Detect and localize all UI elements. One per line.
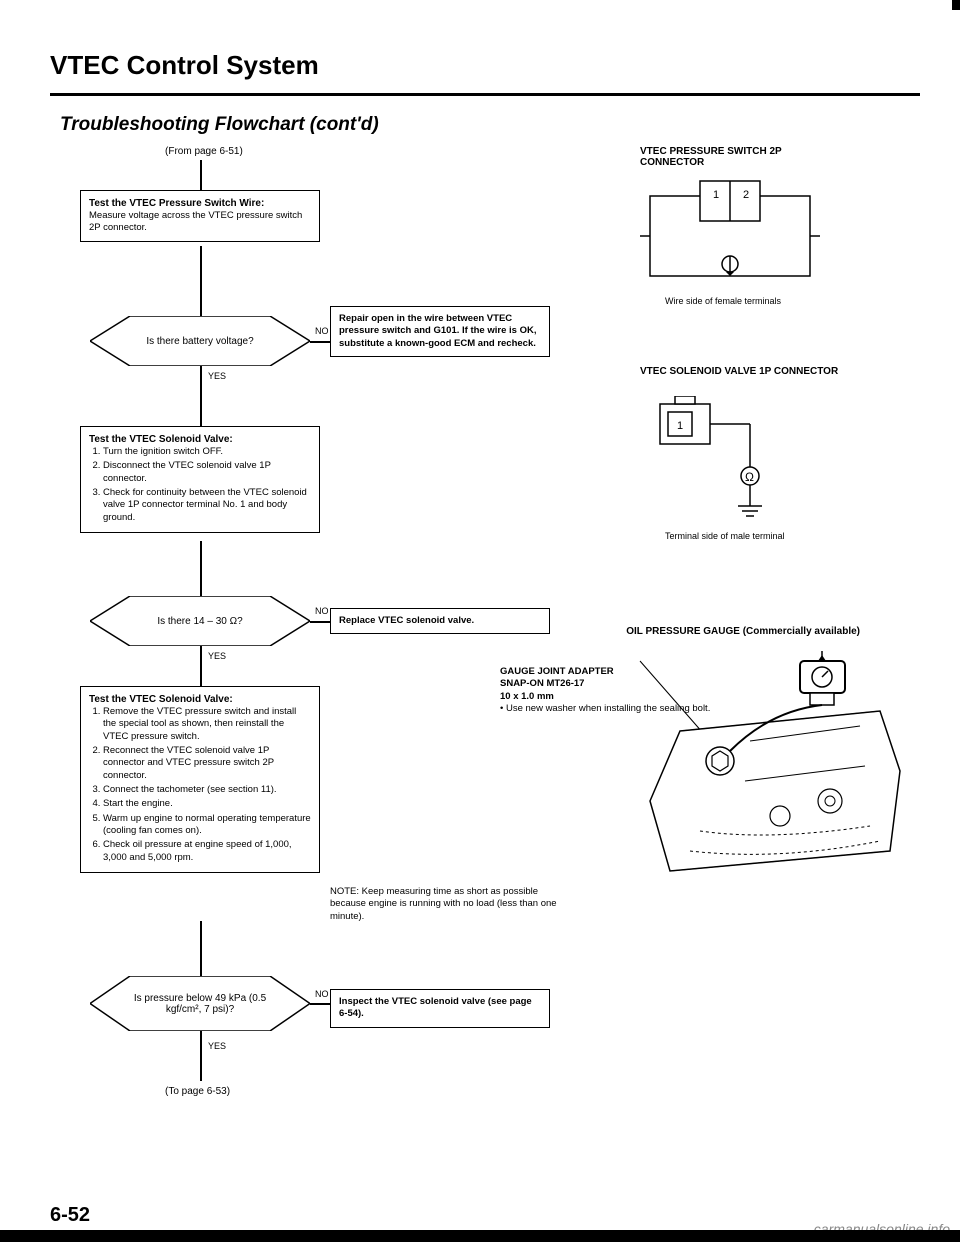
resistance-decision: Is there 14 – 30 Ω? <box>90 596 310 646</box>
connector-2p-label: Wire side of female terminals <box>665 296 805 306</box>
repair-open-box: Repair open in the wire between VTEC pre… <box>330 306 550 357</box>
list-item: Connect the tachometer (see section 11). <box>103 784 311 796</box>
connector-line <box>200 366 202 426</box>
connector-2p-title: VTEC PRESSURE SWITCH 2P CONNECTOR <box>640 146 840 168</box>
no-label: NO <box>315 989 329 999</box>
box-title: Test the VTEC Solenoid Valve: <box>89 693 311 706</box>
pressure-decision: Is pressure below 49 kPa (0.5 kgf/cm², 7… <box>90 976 310 1031</box>
yes-label: YES <box>208 1041 226 1051</box>
engine-illustration <box>570 651 910 881</box>
svg-text:Ω: Ω <box>745 470 754 484</box>
no-label: NO <box>315 606 329 616</box>
connector-line <box>200 246 202 316</box>
test-pressure-switch-box: Test the VTEC Pressure Switch Wire: Meas… <box>80 190 320 242</box>
flowchart: (From page 6-51) Test the VTEC Pressure … <box>50 146 920 1146</box>
replace-solenoid-box: Replace VTEC solenoid valve. <box>330 608 550 634</box>
connector-line <box>200 646 202 686</box>
inspect-solenoid-box: Inspect the VTEC solenoid valve (see pag… <box>330 989 550 1028</box>
connector-1p-label: Terminal side of male terminal <box>665 531 805 541</box>
list-item: Turn the ignition switch OFF. <box>103 446 311 458</box>
connector-line <box>200 541 202 596</box>
box-list: Turn the ignition switch OFF. Disconnect… <box>89 446 311 524</box>
battery-voltage-decision: Is there battery voltage? <box>90 316 310 366</box>
box-body: Inspect the VTEC solenoid valve (see pag… <box>339 996 541 1021</box>
connector-1p-title: VTEC SOLENOID VALVE 1P CONNECTOR <box>640 366 840 377</box>
connector-line <box>200 921 202 976</box>
test-solenoid-box-2: Test the VTEC Solenoid Valve: Remove the… <box>80 686 320 873</box>
page-number: 6-52 <box>50 1204 90 1227</box>
list-item: Reconnect the VTEC solenoid valve 1P con… <box>103 745 311 782</box>
yes-label: YES <box>208 651 226 661</box>
to-page-label: (To page 6-53) <box>165 1086 230 1097</box>
box-title: Test the VTEC Solenoid Valve: <box>89 433 311 446</box>
connector-line <box>200 1031 202 1081</box>
list-item: Check for continuity between the VTEC so… <box>103 487 311 524</box>
connector-line <box>200 160 202 190</box>
page-edge <box>952 0 960 10</box>
pin-1: 1 <box>677 420 683 432</box>
page-edge <box>0 1230 960 1242</box>
list-item: Start the engine. <box>103 798 311 810</box>
list-item: Remove the VTEC pressure switch and inst… <box>103 706 311 743</box>
subtitle: Troubleshooting Flowchart (cont'd) <box>60 114 920 136</box>
box-body: Measure voltage across the VTEC pressure… <box>89 210 311 235</box>
list-item: Check oil pressure at engine speed of 1,… <box>103 839 311 864</box>
box-body: Repair open in the wire between VTEC pre… <box>339 313 541 350</box>
yes-label: YES <box>208 371 226 381</box>
note-text: NOTE: Keep measuring time as short as po… <box>330 886 570 923</box>
list-item: Warm up engine to normal operating tempe… <box>103 813 311 838</box>
test-solenoid-box-1: Test the VTEC Solenoid Valve: Turn the i… <box>80 426 320 533</box>
connector-line <box>310 621 330 623</box>
no-label: NO <box>315 326 329 336</box>
pin-1: 1 <box>713 189 719 201</box>
oil-gauge-title: OIL PRESSURE GAUGE (Commercially availab… <box>620 626 860 637</box>
box-body: Replace VTEC solenoid valve. <box>339 615 541 627</box>
page-title: VTEC Control System <box>50 50 920 81</box>
connector-2p-diagram: 1 2 <box>640 176 820 286</box>
box-list: Remove the VTEC pressure switch and inst… <box>89 706 311 864</box>
decision-text: Is pressure below 49 kPa (0.5 kgf/cm², 7… <box>90 993 310 1015</box>
from-page-label: (From page 6-51) <box>165 146 243 157</box>
connector-1p-diagram: 1 Ω <box>650 396 790 526</box>
connector-line <box>310 341 330 343</box>
list-item: Disconnect the VTEC solenoid valve 1P co… <box>103 460 311 485</box>
pin-2: 2 <box>743 189 749 201</box>
divider <box>50 93 920 96</box>
decision-text: Is there 14 – 30 Ω? <box>127 616 272 627</box>
decision-text: Is there battery voltage? <box>116 336 283 347</box>
box-title: Test the VTEC Pressure Switch Wire: <box>89 197 311 210</box>
connector-line <box>310 1003 330 1005</box>
